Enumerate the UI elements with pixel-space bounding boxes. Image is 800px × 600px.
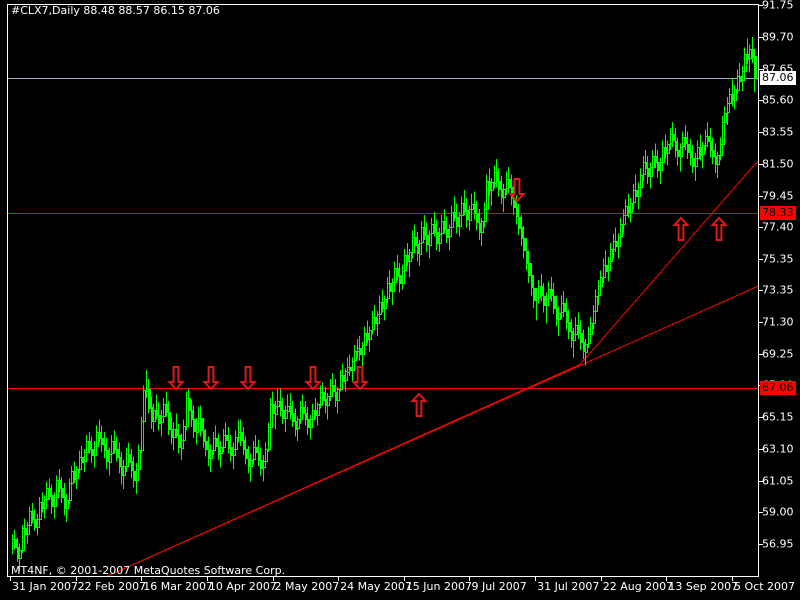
candlestick-series <box>12 36 757 572</box>
arrow-marker-up-5 <box>410 392 428 417</box>
price-tick-label: 77.40 <box>762 220 794 234</box>
date-tick-label: 13 Sep 2007 <box>668 580 739 593</box>
price-tick-mark <box>759 481 763 482</box>
date-tick-label: 31 Jul 2007 <box>537 580 600 593</box>
arrow-markers <box>167 178 728 417</box>
chart-plot-area[interactable] <box>8 5 758 576</box>
copyright-label: MT4NF, © 2001-2007 MetaQuotes Software C… <box>11 564 286 577</box>
price-axis-border <box>758 4 759 576</box>
date-tick-label: 5 Oct 2007 <box>734 580 796 593</box>
date-tick-mark <box>601 577 602 581</box>
price-tick-label: 79.45 <box>762 189 794 203</box>
price-tick-label: 69.25 <box>762 347 794 361</box>
symbol-ohlc-title: #CLX7,Daily 88.48 88.57 86.15 87.06 <box>11 4 220 17</box>
price-tick-label: 56.95 <box>762 537 794 551</box>
date-tick-mark <box>535 577 536 581</box>
chart-left-border <box>7 4 8 576</box>
arrow-marker-down-1 <box>202 366 220 391</box>
date-tick-mark <box>338 577 339 581</box>
price-tick-label: 85.60 <box>762 93 794 107</box>
price-tick-label: 65.15 <box>762 410 794 424</box>
arrow-marker-down-3 <box>304 366 322 391</box>
arrow-marker-up-7 <box>672 216 690 241</box>
price-tick-label: 81.50 <box>762 157 794 171</box>
price-badge-level[interactable]: 67.06 <box>760 380 796 395</box>
price-tick-label: 91.75 <box>762 0 794 12</box>
price-tick-mark <box>759 512 763 513</box>
price-tick-mark <box>759 37 763 38</box>
price-tick-mark <box>759 69 763 70</box>
price-tick-mark <box>759 196 763 197</box>
date-tick-mark <box>732 577 733 581</box>
price-tick-mark <box>759 417 763 418</box>
date-tick-mark <box>10 577 11 581</box>
price-tick-label: 61.05 <box>762 474 794 488</box>
price-tick-label: 83.55 <box>762 125 794 139</box>
price-tick-label: 63.10 <box>762 442 794 456</box>
date-tick-mark <box>469 577 470 581</box>
price-tick-mark <box>759 354 763 355</box>
price-tick-label: 73.35 <box>762 283 794 297</box>
arrow-marker-down-2 <box>239 366 257 391</box>
date-tick-label: 22 Feb 2007 <box>77 580 147 593</box>
date-tick-label: 31 Jan 2007 <box>12 580 78 593</box>
price-badge-level[interactable]: 78.33 <box>760 205 796 220</box>
price-tick-mark <box>759 544 763 545</box>
price-tick-label: 89.70 <box>762 30 794 44</box>
arrow-marker-down-6 <box>508 178 526 203</box>
date-tick-label: 2 May 2007 <box>274 580 340 593</box>
arrow-marker-up-8 <box>710 216 728 241</box>
trendline-steep <box>106 160 758 576</box>
date-tick-mark <box>404 577 405 581</box>
date-tick-label: 22 Aug 2007 <box>602 580 674 593</box>
date-tick-mark <box>76 577 77 581</box>
price-tick-label: 75.35 <box>762 252 794 266</box>
price-tick-mark <box>759 227 763 228</box>
price-tick-mark <box>759 100 763 101</box>
price-tick-label: 71.30 <box>762 315 794 329</box>
date-tick-mark <box>207 577 208 581</box>
date-tick-label: 9 Jul 2007 <box>471 580 527 593</box>
price-tick-mark <box>759 290 763 291</box>
date-tick-label: 24 May 2007 <box>340 580 412 593</box>
chart-top-border <box>7 4 759 5</box>
date-tick-mark <box>666 577 667 581</box>
date-tick-label: 16 Mar 2007 <box>143 580 214 593</box>
chart-canvas <box>8 36 758 576</box>
date-axis-border <box>7 576 759 577</box>
price-tick-label: 59.00 <box>762 505 794 519</box>
arrow-marker-down-0 <box>167 366 185 391</box>
date-tick-mark <box>273 577 274 581</box>
price-tick-mark <box>759 322 763 323</box>
price-tick-mark <box>759 449 763 450</box>
price-badge-bid[interactable]: 87.06 <box>760 70 796 85</box>
price-tick-mark <box>759 5 763 6</box>
price-tick-mark <box>759 259 763 260</box>
date-tick-label: 15 Jun 2007 <box>405 580 472 593</box>
price-tick-label: 87.65 <box>762 62 794 76</box>
price-tick-mark <box>759 164 763 165</box>
date-tick-label: 10 Apr 2007 <box>208 580 277 593</box>
price-tick-mark <box>759 132 763 133</box>
arrow-marker-down-4 <box>351 366 369 391</box>
date-tick-mark <box>141 577 142 581</box>
